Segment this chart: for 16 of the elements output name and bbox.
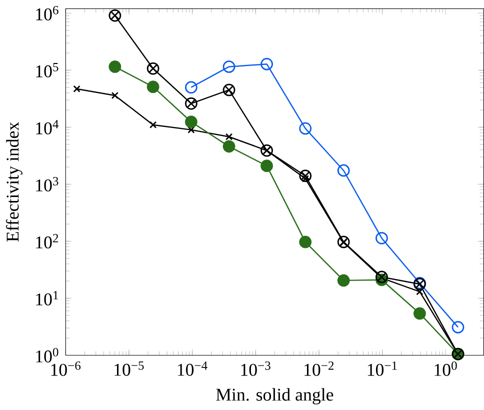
y-tick-label: 10$^{0}$ — [36, 348, 58, 362]
x-tick-label: 10$^{−3}$ — [241, 361, 270, 376]
y-tick-label: 10$^{1}$ — [36, 290, 58, 306]
x-tick-label: 10$^{−1}$ — [368, 361, 397, 376]
x-tick-label: 10$^{−2}$ — [304, 361, 334, 376]
x-tick-label: 10$^{−6}$ — [51, 361, 81, 376]
x-tick-label: 10$^{0}$ — [434, 361, 457, 376]
y-tick-label: 10$^{2}$ — [36, 234, 58, 248]
x-axis-title: Min. solid angle — [216, 388, 334, 404]
y-tick-label: 10$^{5}$ — [36, 62, 58, 78]
x-tick-label: 10$^{−4}$ — [178, 361, 208, 376]
y-tick-label: 10$^{4}$ — [36, 120, 59, 134]
x-tick-label: 10$^{−5}$ — [114, 361, 144, 376]
y-tick-label: 10$^{6}$ — [36, 6, 58, 20]
y-axis-title: Effectivity index — [6, 122, 22, 242]
y-tick-label: 10$^{3}$ — [36, 176, 58, 192]
